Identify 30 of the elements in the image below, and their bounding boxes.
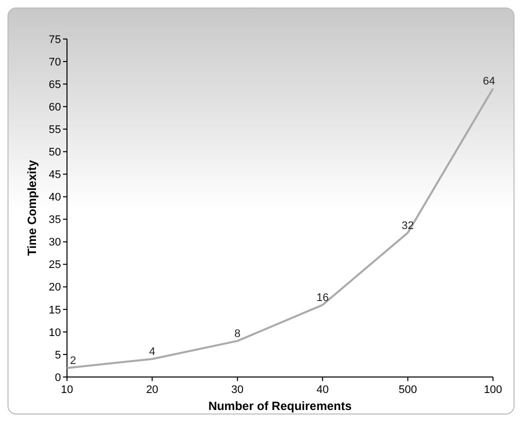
x-tick-label: 40 bbox=[316, 384, 329, 396]
y-tick-label: 40 bbox=[48, 192, 61, 204]
y-axis-title: Time Complexity bbox=[25, 160, 39, 256]
y-tick-label: 45 bbox=[48, 169, 61, 182]
y-tick-label: 0 bbox=[54, 372, 61, 384]
x-axis-title: Number of Requirements bbox=[208, 399, 352, 413]
line-series bbox=[66, 88, 494, 369]
y-tick-label: 5 bbox=[54, 349, 61, 362]
y-tick-label: 65 bbox=[48, 78, 61, 91]
y-tick-label: 75 bbox=[48, 34, 61, 46]
x-tick-label: 20 bbox=[146, 384, 158, 396]
data-label: 4 bbox=[149, 346, 156, 358]
y-tick-label: 50 bbox=[48, 146, 61, 159]
x-tick-label: 100 bbox=[484, 384, 502, 396]
y-tick-label: 20 bbox=[48, 282, 61, 294]
y-tick-label: 10 bbox=[48, 326, 61, 339]
y-tick-label: 55 bbox=[48, 124, 61, 136]
y-tick-label: 15 bbox=[48, 304, 61, 316]
y-tick-label: 35 bbox=[48, 214, 61, 226]
y-tick-label: 70 bbox=[48, 56, 61, 68]
data-label: 8 bbox=[234, 328, 240, 340]
x-tick-label: 500 bbox=[398, 384, 417, 396]
data-label: 16 bbox=[316, 292, 329, 304]
data-label: 32 bbox=[402, 220, 414, 232]
data-label: 2 bbox=[70, 354, 76, 367]
x-tick-label: 30 bbox=[231, 384, 244, 396]
data-label: 64 bbox=[482, 76, 496, 88]
y-tick-label: 25 bbox=[48, 259, 61, 272]
y-tick-label: 60 bbox=[48, 101, 61, 114]
y-tick-label: 30 bbox=[48, 236, 61, 249]
